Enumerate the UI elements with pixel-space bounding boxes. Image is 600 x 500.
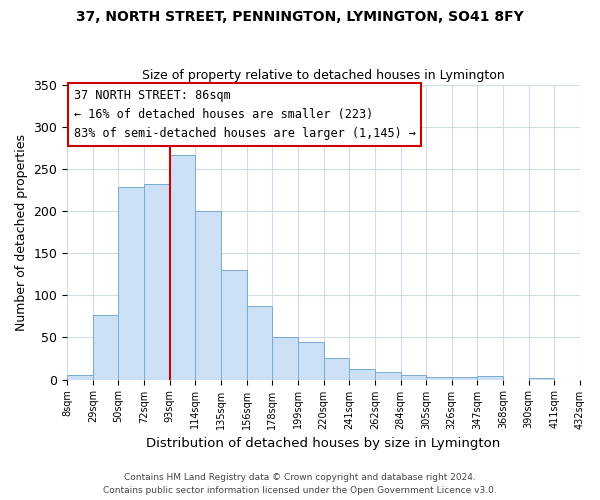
Bar bbox=[323, 358, 349, 380]
Bar bbox=[247, 306, 272, 380]
Bar bbox=[478, 376, 503, 380]
Text: 37, NORTH STREET, PENNINGTON, LYMINGTON, SO41 8FY: 37, NORTH STREET, PENNINGTON, LYMINGTON,… bbox=[76, 10, 524, 24]
Y-axis label: Number of detached properties: Number of detached properties bbox=[15, 134, 28, 330]
Bar bbox=[529, 378, 554, 380]
Bar bbox=[349, 370, 375, 380]
Title: Size of property relative to detached houses in Lymington: Size of property relative to detached ho… bbox=[142, 69, 505, 82]
Text: 37 NORTH STREET: 86sqm
← 16% of detached houses are smaller (223)
83% of semi-de: 37 NORTH STREET: 86sqm ← 16% of detached… bbox=[74, 89, 416, 140]
Bar bbox=[426, 377, 452, 380]
Bar bbox=[93, 314, 118, 380]
Bar bbox=[272, 338, 298, 380]
Bar bbox=[298, 342, 323, 380]
Bar bbox=[196, 211, 221, 380]
Bar bbox=[221, 270, 247, 380]
Bar bbox=[118, 188, 144, 380]
Bar bbox=[144, 184, 170, 380]
Bar bbox=[170, 156, 196, 380]
Bar bbox=[452, 377, 478, 380]
Bar bbox=[375, 372, 401, 380]
X-axis label: Distribution of detached houses by size in Lymington: Distribution of detached houses by size … bbox=[146, 437, 501, 450]
Bar bbox=[67, 376, 93, 380]
Bar bbox=[401, 374, 426, 380]
Text: Contains HM Land Registry data © Crown copyright and database right 2024.
Contai: Contains HM Land Registry data © Crown c… bbox=[103, 474, 497, 495]
